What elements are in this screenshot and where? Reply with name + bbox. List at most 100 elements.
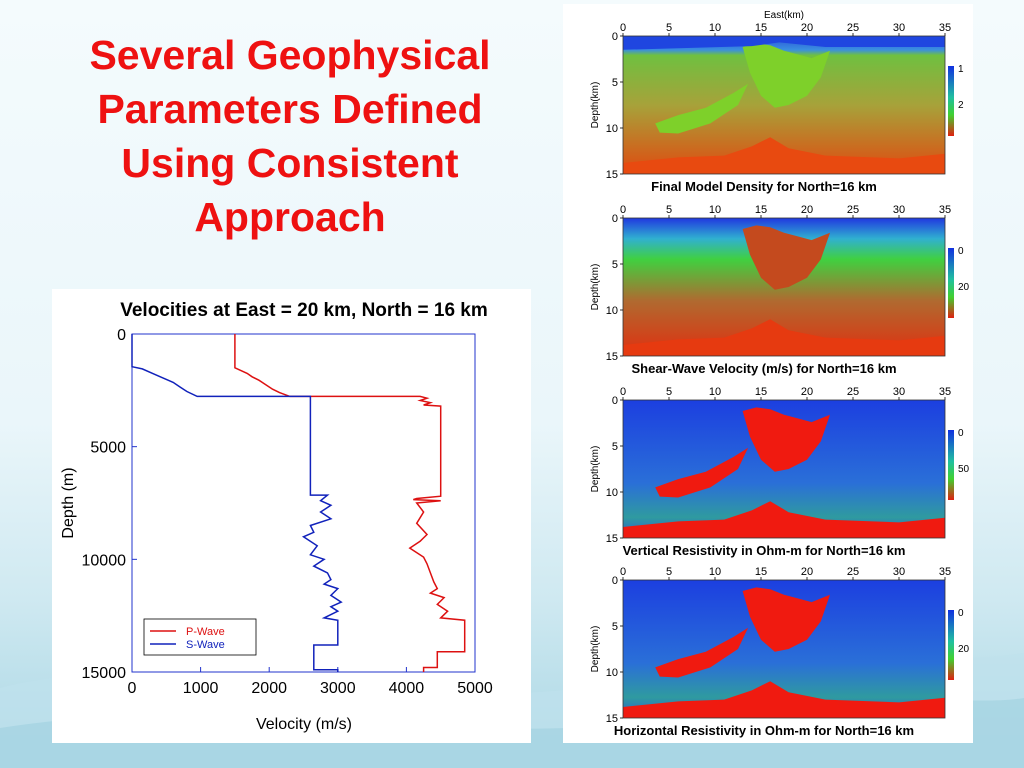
salt-body	[742, 407, 830, 472]
section-title: Shear-Wave Velocity (m/s) for North=16 k…	[631, 361, 896, 376]
y-tick-label: 5	[612, 259, 618, 271]
x-tick-label: 2000	[251, 680, 287, 697]
x-tick-label: 15	[755, 22, 767, 34]
y-axis-label: Depth(km)	[590, 82, 601, 129]
x-tick-label: 0	[620, 386, 626, 398]
x-tick-label: 15	[755, 386, 767, 398]
water-layer	[623, 36, 945, 50]
velocity-chart-panel: Velocities at East = 20 km, North = 16 k…	[52, 289, 531, 743]
x-tick-label: 25	[847, 386, 859, 398]
x-axis-label: Velocity (m/s)	[256, 716, 352, 733]
y-axis-label: Depth(km)	[590, 626, 601, 673]
y-axis-label: Depth(km)	[590, 264, 601, 311]
legend-s-wave: S-Wave	[186, 639, 225, 651]
colorbar-tick-label: 20	[958, 282, 970, 293]
x-tick-label: 5	[666, 566, 672, 578]
y-tick-label: 0	[612, 575, 618, 587]
basement	[623, 681, 945, 718]
colorbar-tick-label: 0	[958, 246, 964, 257]
x-tick-label: 5000	[457, 680, 493, 697]
velocity-chart-title: Velocities at East = 20 km, North = 16 k…	[120, 300, 488, 321]
x-tick-label: 35	[939, 204, 951, 216]
x-tick-label: 20	[801, 566, 813, 578]
x-axis-label: East(km)	[764, 10, 804, 21]
x-tick-label: 0	[620, 204, 626, 216]
x-tick-label: 30	[893, 22, 905, 34]
model-section: 0 5 10 15 20 25 30 35 0 5 10 15 Depth(km) 0 20 Shear-Wa…	[590, 204, 970, 376]
y-tick-label: 0	[612, 31, 618, 43]
x-tick-label: 10	[709, 386, 721, 398]
x-tick-label: 0	[620, 22, 626, 34]
x-tick-label: 0	[128, 680, 137, 697]
colorbar-tick-label: 20	[958, 644, 970, 655]
y-tick-label: 0	[612, 213, 618, 225]
y-tick-label: 15	[606, 169, 618, 181]
y-tick-label: 15000	[82, 665, 127, 682]
section-title: Final Model Density for North=16 km	[651, 179, 877, 194]
x-tick-label: 35	[939, 566, 951, 578]
x-tick-label: 0	[620, 566, 626, 578]
x-tick-label: 10	[709, 204, 721, 216]
basement	[623, 319, 945, 356]
colorbar-tick-label: 2	[958, 100, 964, 111]
y-tick-label: 0	[117, 327, 126, 344]
y-tick-label: 0	[612, 395, 618, 407]
section-frame	[622, 217, 946, 357]
x-tick-label: 10	[709, 22, 721, 34]
title-line: Using Consistent	[121, 140, 459, 186]
y-axis-label: Depth (m)	[60, 467, 77, 538]
colorbar-tick-label: 0	[958, 608, 964, 619]
section-title: Horizontal Resistivity in Ohm-m for Nort…	[614, 723, 914, 738]
section-title: Vertical Resistivity in Ohm-m for North=…	[623, 543, 906, 558]
salt-wing	[655, 447, 749, 498]
colorbar	[948, 66, 954, 136]
x-tick-label: 25	[847, 566, 859, 578]
y-tick-label: 15	[606, 351, 618, 363]
x-tick-label: 35	[939, 22, 951, 34]
title-line: Several Geophysical	[89, 32, 491, 78]
salt-body	[742, 225, 830, 290]
salt-wing	[655, 83, 749, 134]
colorbar	[948, 610, 954, 680]
x-tick-label: 25	[847, 22, 859, 34]
model-section: 0 5 10 15 20 25 30 35 0 5 10 15 Depth(km) East(km) 1 2 F…	[590, 10, 964, 194]
x-tick-label: 20	[801, 204, 813, 216]
x-tick-label: 20	[801, 22, 813, 34]
x-tick-label: 30	[893, 566, 905, 578]
y-tick-label: 5	[612, 77, 618, 89]
section-frame	[622, 579, 946, 719]
basement	[623, 501, 945, 538]
x-tick-label: 35	[939, 386, 951, 398]
x-tick-label: 4000	[389, 680, 425, 697]
x-tick-label: 10	[709, 566, 721, 578]
colorbar	[948, 430, 954, 500]
section-frame	[622, 399, 946, 539]
salt-body	[742, 43, 830, 108]
velocity-chart: Velocities at East = 20 km, North = 16 k…	[60, 300, 493, 733]
y-tick-label: 10	[606, 667, 618, 679]
model-sections-panel: 0 5 10 15 20 25 30 35 0 5 10 15 Depth(km) East(km) 1 2 F…	[563, 4, 973, 743]
y-tick-label: 5000	[90, 440, 126, 457]
model-section: 0 5 10 15 20 25 30 35 0 5 10 15 Depth(km) 0 50 Vertical…	[590, 386, 970, 558]
y-tick-label: 10	[606, 487, 618, 499]
salt-body	[742, 587, 830, 652]
legend-p-wave: P-Wave	[186, 626, 225, 638]
y-tick-label: 15	[606, 713, 618, 725]
model-section: 0 5 10 15 20 25 30 35 0 5 10 15 Depth(km) 0 20 Horizont…	[590, 566, 970, 738]
colorbar-tick-label: 50	[958, 464, 970, 475]
y-tick-label: 5	[612, 621, 618, 633]
title-line: Approach	[194, 194, 386, 240]
title-line: Parameters Defined	[97, 86, 483, 132]
y-tick-label: 10	[606, 305, 618, 317]
x-tick-label: 25	[847, 204, 859, 216]
x-tick-label: 3000	[320, 680, 356, 697]
section-frame	[622, 35, 946, 175]
legend: P-Wave S-Wave	[143, 618, 257, 656]
colorbar	[948, 248, 954, 318]
x-tick-label: 5	[666, 22, 672, 34]
x-tick-label: 30	[893, 204, 905, 216]
basement	[623, 137, 945, 174]
x-tick-label: 20	[801, 386, 813, 398]
y-tick-label: 5	[612, 441, 618, 453]
y-axis-label: Depth(km)	[590, 446, 601, 493]
